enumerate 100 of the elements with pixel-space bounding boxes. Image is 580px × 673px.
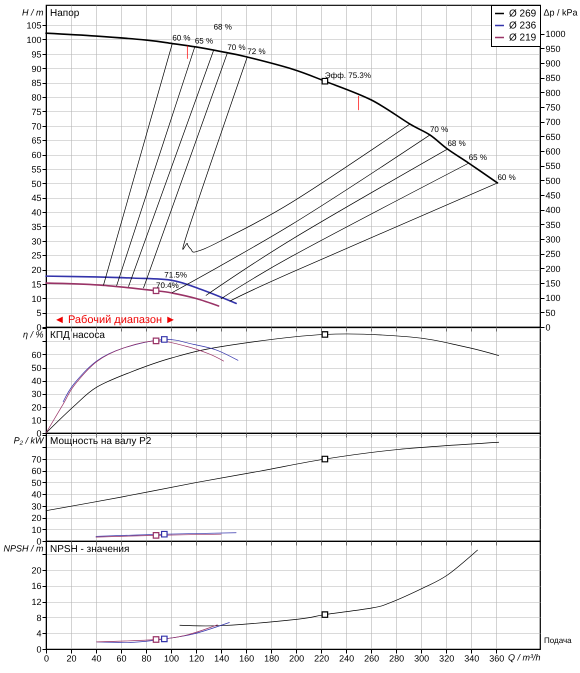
y-tick-label: 12 [31,597,42,608]
y2-tick-label: 800 [546,88,561,98]
y-tick-label: 95 [31,49,42,60]
y-tick-label: 0 [36,428,42,438]
x-tick-label: 200 [289,654,304,664]
y-tick-label: 10 [31,524,42,535]
y-tick-label: 0 [36,536,42,546]
y-tick-label: 40 [31,490,42,500]
x-tick-label: 80 [142,654,152,664]
y-tick-label: 55 [31,164,42,174]
x-tick-label: 20 [66,654,77,664]
annotation: 60 % [172,34,191,43]
y-tick-label: 90 [31,64,42,74]
y-tick-label: 60 [31,150,42,160]
y-tick-label: 35 [31,222,42,232]
y-tick-label: 20 [31,265,42,275]
y2-tick-label: 100 [546,293,561,304]
x-tick-label: 220 [314,654,330,664]
y-axis-title: NPSH / m [3,544,44,554]
y-tick-label: 10 [31,415,42,426]
x-tick-label: 340 [464,654,480,664]
y-axis-title: η / % [22,330,44,340]
annotation: 60 % [497,172,516,182]
annotation: 70.4% [156,280,179,290]
annotation: 68 % [214,22,232,32]
y-tick-label: 80 [31,92,42,102]
x-tick-label: 360 [489,654,504,664]
y2-tick-label: 350 [546,220,561,230]
y-tick-label: 4 [36,628,42,639]
y2-tick-label: 750 [546,102,561,113]
annotation: 65 % [194,36,214,46]
y-tick-label: 30 [31,501,42,512]
x-tick-label: 120 [189,654,204,664]
y-tick-label: 20 [31,513,42,524]
x-tick-label: 280 [389,654,404,664]
x-tick-label: 40 [92,654,102,664]
y-tick-label: 10 [31,294,42,304]
x-axis-title: Q / m³/h [508,652,540,662]
legend-label: Ø 236 [509,20,537,32]
y-tick-label: 50 [31,478,42,488]
y2-tick-label: 650 [546,132,561,142]
y2-tick-label: 600 [546,146,561,157]
y2-tick-label: 950 [546,44,561,54]
y2-tick-label: 50 [546,308,556,318]
x-tick-label: 240 [339,654,354,664]
y-axis-title: P₂ / kW [14,436,45,446]
y-tick-label: 20 [31,402,42,412]
y2-tick-label: 700 [546,117,561,128]
annotation: 65 % [468,153,487,162]
y-tick-label: 105 [26,20,42,31]
y-tick-label: 40 [31,208,42,218]
y-tick-label: 5 [36,308,42,318]
y-tick-label: 20 [31,565,42,576]
y-tick-label: 16 [31,581,42,592]
annotation: 68 % [447,139,466,148]
annotation: NPSH - значения [50,544,130,555]
y-tick-label: 25 [31,250,42,261]
y2-tick-label: 1000 [546,29,566,40]
y2-tick-label: 300 [546,234,561,245]
annotation: Эфф. 75.3% [324,71,371,80]
y-tick-label: 60 [31,350,42,360]
annotation: 70 % [430,124,448,134]
x-tick-label: 180 [264,654,280,664]
y-tick-label: 45 [31,193,42,204]
legend-label: Ø 219 [509,32,537,44]
y-tick-label: 30 [31,236,42,246]
y-tick-label: 8 [36,612,42,623]
annotation: Мощность на валу P2 [50,436,152,447]
y2-tick-label: 550 [546,161,561,172]
x-tick-label: 0 [44,654,50,664]
y2-tick-label: 200 [546,264,561,274]
y-tick-label: 60 [31,466,42,476]
y-tick-label: 70 [31,454,42,464]
y-tick-label: 100 [26,35,42,45]
annotation: ◄ Рабочий диапазон ► [54,314,176,326]
y2-tick-label: 0 [546,322,551,332]
y2-tick-label: 850 [546,73,561,84]
y-tick-label: 0 [36,644,42,654]
legend-label: Ø 269 [509,8,537,20]
y-tick-label: 40 [31,376,42,386]
y-tick-label: 30 [31,389,42,400]
y-tick-label: 50 [31,178,42,189]
y2-tick-label: 500 [546,176,561,186]
y-tick-label: 70 [31,121,42,132]
y2-tick-label: 400 [546,205,561,216]
y2-tick-label: 250 [546,249,561,260]
y-tick-label: 75 [31,106,42,117]
y-tick-label: 0 [36,322,42,332]
y-tick-label: 85 [31,78,42,88]
y2-tick-label: 150 [546,278,561,289]
annotation: 70 % [227,43,246,52]
x-tick-label: 140 [214,654,230,664]
y-axis-title: H / m [22,8,44,18]
y2-tick-label: 450 [546,190,561,201]
y-tick-label: 50 [31,363,42,374]
y2-tick-label: 900 [546,58,561,69]
y-tick-label: 15 [31,279,42,290]
x-tick-label: 320 [439,654,454,664]
x-tick-label: 60 [116,654,127,664]
y2-axis-title: Δp / kPa [544,8,578,18]
